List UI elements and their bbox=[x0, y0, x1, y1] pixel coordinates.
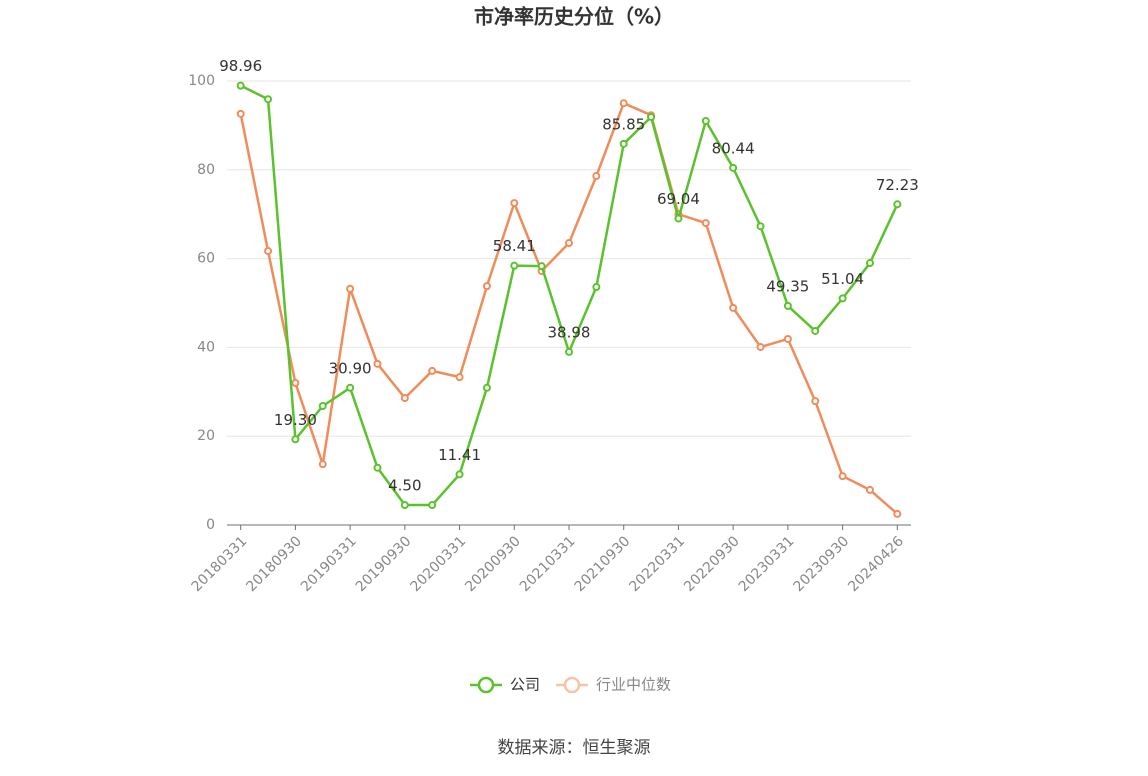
data-point bbox=[400, 501, 409, 510]
data-point bbox=[482, 383, 491, 392]
data-point bbox=[811, 397, 820, 406]
y-tick-label: 80 bbox=[197, 162, 215, 178]
x-tick-label: 20230331 bbox=[736, 533, 798, 595]
x-tick-label: 20210930 bbox=[572, 533, 634, 595]
y-tick-label: 60 bbox=[197, 251, 215, 267]
data-point bbox=[373, 359, 382, 368]
data-point bbox=[318, 402, 327, 411]
x-tick-label: 20200930 bbox=[462, 533, 524, 595]
data-point bbox=[565, 239, 573, 248]
x-tick-label: 20190331 bbox=[298, 533, 360, 595]
data-point bbox=[893, 200, 902, 209]
x-tick-label: 20190930 bbox=[353, 533, 415, 595]
data-point bbox=[729, 163, 738, 172]
data-point bbox=[482, 282, 491, 291]
data-label: 69.04 bbox=[657, 190, 700, 208]
data-label: 49.35 bbox=[766, 277, 809, 295]
data-label: 11.41 bbox=[438, 446, 481, 464]
data-label: 85.85 bbox=[602, 115, 645, 133]
x-tick-label: 20180331 bbox=[189, 533, 251, 595]
series bbox=[236, 81, 902, 510]
y-tick-label: 0 bbox=[206, 517, 215, 533]
source-note: 数据来源：恒生聚源 bbox=[498, 738, 651, 758]
data-point bbox=[455, 470, 464, 479]
data-point bbox=[592, 283, 601, 292]
data-point bbox=[783, 334, 792, 343]
data-point bbox=[729, 303, 738, 312]
data-point bbox=[565, 347, 573, 356]
data-point bbox=[510, 199, 519, 208]
data-point bbox=[783, 301, 792, 310]
data-point bbox=[236, 109, 245, 118]
data-label: 4.50 bbox=[388, 477, 421, 495]
data-point bbox=[291, 378, 300, 387]
data-point bbox=[236, 81, 245, 90]
data-point bbox=[455, 373, 464, 382]
series-line bbox=[239, 101, 899, 515]
y-tick-label: 40 bbox=[197, 339, 215, 355]
x-tick-label: 20200331 bbox=[408, 533, 470, 595]
data-label: 72.23 bbox=[876, 176, 919, 194]
data-label: 38.98 bbox=[548, 323, 591, 341]
data-point bbox=[838, 294, 847, 303]
x-tick-label: 20180930 bbox=[243, 533, 305, 595]
data-point bbox=[701, 116, 710, 125]
data-point bbox=[756, 342, 765, 351]
data-point bbox=[264, 247, 273, 256]
data-point bbox=[756, 222, 765, 231]
data-point bbox=[619, 99, 628, 108]
data-point bbox=[811, 326, 820, 335]
x-tick-label: 20220331 bbox=[626, 533, 688, 595]
data-label: 19.30 bbox=[274, 411, 317, 429]
data-label: 51.04 bbox=[821, 270, 864, 288]
legend-marker bbox=[477, 676, 495, 694]
x-tick-label: 20230930 bbox=[791, 533, 853, 595]
data-point bbox=[373, 463, 382, 472]
data-point bbox=[592, 172, 601, 181]
series bbox=[236, 99, 902, 518]
x-tick-label: 20240426 bbox=[845, 533, 907, 595]
data-point bbox=[893, 509, 902, 518]
data-point bbox=[537, 262, 546, 271]
data-label: 30.90 bbox=[329, 359, 372, 377]
data-point bbox=[510, 261, 519, 270]
y-tick-label: 100 bbox=[188, 73, 215, 89]
data-point bbox=[701, 219, 710, 228]
data-point bbox=[647, 112, 656, 121]
x-tick-label: 20220930 bbox=[681, 533, 743, 595]
x-tick-label: 20210331 bbox=[517, 533, 579, 595]
data-point bbox=[674, 214, 683, 223]
legend-label[interactable]: 公司 bbox=[510, 676, 540, 694]
data-point bbox=[400, 394, 409, 403]
legend-label[interactable]: 行业中位数 bbox=[596, 676, 671, 694]
data-point bbox=[318, 460, 327, 469]
data-label: 98.96 bbox=[219, 57, 262, 75]
data-point bbox=[865, 259, 874, 268]
data-point bbox=[346, 284, 355, 293]
data-point bbox=[346, 383, 355, 392]
data-point bbox=[428, 366, 437, 375]
data-point bbox=[865, 485, 874, 494]
data-label: 58.41 bbox=[493, 237, 536, 255]
legend-marker bbox=[563, 676, 581, 694]
data-point bbox=[291, 435, 300, 444]
data-point bbox=[264, 95, 273, 104]
y-tick-label: 20 bbox=[197, 428, 215, 444]
chart-title: 市净率历史分位（%） bbox=[474, 5, 674, 29]
data-point bbox=[619, 139, 628, 148]
data-label: 80.44 bbox=[712, 139, 755, 157]
data-point bbox=[838, 472, 847, 481]
data-point bbox=[428, 501, 437, 510]
